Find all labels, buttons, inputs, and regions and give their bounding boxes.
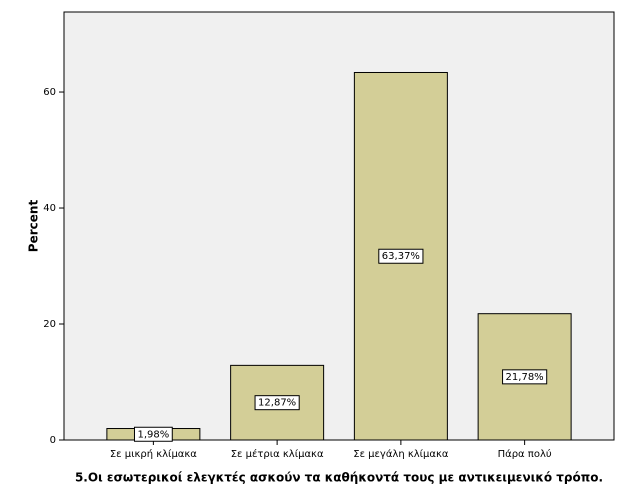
value-label-box <box>378 248 424 264</box>
y-tick-label: 60 <box>43 87 56 98</box>
value-label: 21,78% <box>506 372 544 383</box>
value-label-box <box>502 369 548 385</box>
value-label-box <box>133 426 173 442</box>
y-tick-label: 20 <box>43 319 56 330</box>
x-tick-label: Πάρα πολύ <box>498 448 552 460</box>
y-tick-label: 0 <box>50 435 56 446</box>
value-label: 1,98% <box>137 429 169 440</box>
x-tick-label: Σε μικρή κλίμακα <box>110 448 197 460</box>
value-label: 63,37% <box>382 251 420 262</box>
x-tick-label: Σε μεγάλη κλίμακα <box>353 448 449 460</box>
value-label: 12,87% <box>258 398 296 409</box>
y-axis-title: Percent <box>27 200 41 253</box>
x-axis-title: 5.Οι εσωτερικοί ελεγκτές ασκούν τα καθήκ… <box>75 471 603 485</box>
x-tick-label: Σε μέτρια κλίμακα <box>231 448 324 460</box>
value-label-box <box>254 395 300 411</box>
y-tick-label: 40 <box>43 203 56 214</box>
